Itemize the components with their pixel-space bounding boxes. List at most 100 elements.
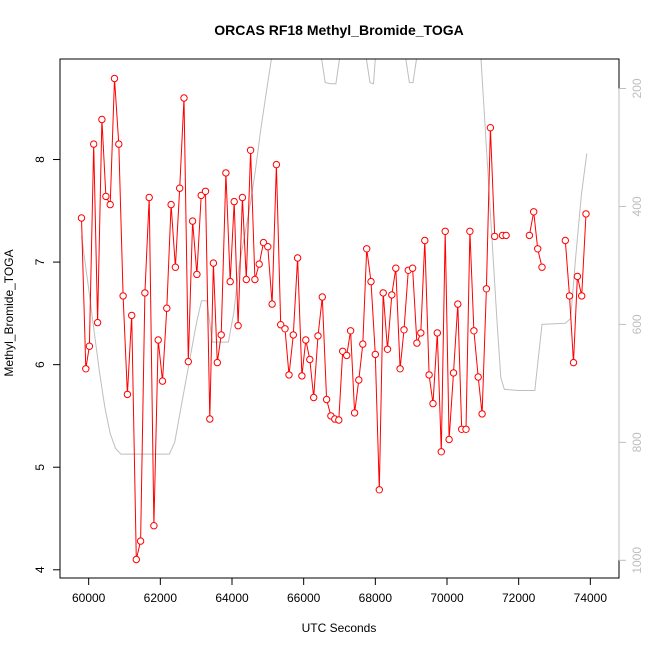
x-tick-label: 66000 <box>287 591 321 605</box>
data-point <box>82 365 90 373</box>
x-tick-label: 68000 <box>359 591 393 605</box>
data-point <box>226 277 234 286</box>
data-point <box>302 336 310 344</box>
data-point <box>322 395 331 404</box>
data-point <box>234 322 242 330</box>
chart-title: ORCAS RF18 Methyl_Bromide_TOGA <box>214 22 463 38</box>
data-point <box>184 357 193 366</box>
data-point <box>582 210 590 218</box>
y-tick-label: 7 <box>33 258 47 265</box>
secondary-line-segment <box>81 59 272 455</box>
data-point <box>534 245 542 253</box>
data-point <box>167 200 175 209</box>
data-point <box>230 197 238 206</box>
data-point <box>171 263 180 271</box>
y2-tick-label: 800 <box>630 432 644 452</box>
data-point <box>272 160 281 169</box>
data-point <box>478 410 486 418</box>
data-point <box>217 331 225 339</box>
data-point <box>85 342 94 350</box>
data-point <box>136 537 145 545</box>
data-point <box>102 192 110 201</box>
data-point <box>206 415 214 423</box>
data-point <box>388 291 396 299</box>
data-point <box>396 365 404 373</box>
data-point <box>359 340 367 348</box>
x-tick-label: 62000 <box>144 591 178 605</box>
data-point <box>454 300 462 308</box>
data-point <box>343 351 351 360</box>
series-line-segment <box>528 211 543 268</box>
plot-inner <box>77 59 590 564</box>
data-point <box>491 232 499 241</box>
data-point <box>371 350 379 359</box>
x-axis-label: UTC Seconds <box>302 621 377 635</box>
data-point <box>525 231 534 240</box>
data-point <box>93 318 102 327</box>
data-point <box>201 187 210 196</box>
axes: 60000 62000 64000 66000 68000 70000 72000 74000… <box>33 58 644 605</box>
data-point <box>502 231 510 240</box>
secondary-line-segment <box>480 59 588 391</box>
data-point <box>363 245 371 253</box>
data-point <box>145 193 153 202</box>
secondary-line-segment <box>321 59 340 85</box>
data-point <box>530 208 538 216</box>
data-point <box>437 448 445 456</box>
data-point <box>569 358 578 367</box>
data-point <box>154 336 162 344</box>
secondary-line-segment <box>405 59 417 84</box>
data-point <box>222 169 230 177</box>
data-point <box>383 345 392 353</box>
data-point <box>400 326 408 334</box>
data-point <box>128 311 136 320</box>
data-point <box>193 270 201 279</box>
data-point <box>268 300 276 308</box>
data-point <box>538 263 546 271</box>
data-point <box>306 355 314 364</box>
data-point <box>486 124 495 132</box>
data-point <box>375 486 383 494</box>
data-point <box>482 285 491 293</box>
data-point <box>242 275 251 284</box>
data-point <box>474 373 482 381</box>
y2-tick-label: 400 <box>630 196 644 216</box>
data-point <box>238 193 247 202</box>
y-tick-label: 6 <box>33 361 47 368</box>
data-point <box>433 329 441 337</box>
data-point <box>441 227 449 236</box>
data-point <box>421 236 429 245</box>
x-tick-label: 74000 <box>574 591 608 605</box>
data-point <box>209 259 218 267</box>
data-point <box>355 376 363 384</box>
data-point <box>150 522 158 530</box>
data-point <box>318 293 326 301</box>
data-point <box>298 372 306 380</box>
y2-tick-label: 600 <box>630 314 644 334</box>
data-point <box>413 339 421 347</box>
data-point <box>246 146 255 155</box>
data-point <box>110 74 119 83</box>
data-point <box>466 227 474 236</box>
x-tick-label: 60000 <box>72 591 106 605</box>
y-tick-label: 5 <box>33 464 47 471</box>
data-point <box>367 277 375 286</box>
data-point <box>449 369 458 377</box>
data-point <box>90 140 98 148</box>
data-point <box>123 390 132 399</box>
data-point <box>293 254 302 262</box>
data-point <box>470 327 478 335</box>
data-point <box>314 332 322 340</box>
data-point <box>158 377 167 385</box>
data-point <box>251 275 259 284</box>
data-point <box>141 289 149 297</box>
data-point <box>264 243 272 251</box>
x-tick-label: 64000 <box>215 591 249 605</box>
data-point <box>346 327 355 335</box>
data-point <box>408 264 417 272</box>
data-point <box>285 371 293 379</box>
data-point <box>213 358 222 367</box>
y2-tick-label: 200 <box>630 78 644 98</box>
y-axis-label: Methyl_Bromide_TOGA <box>2 249 16 376</box>
